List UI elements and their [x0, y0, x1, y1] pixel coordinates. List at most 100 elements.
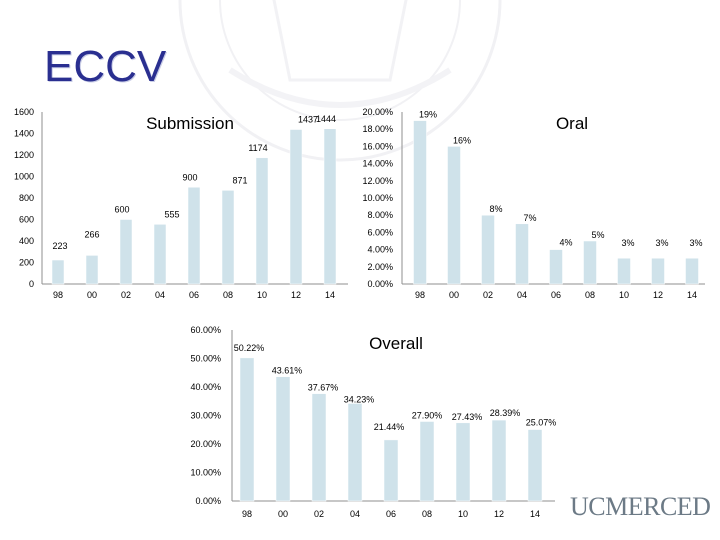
ucmerced-logo: UCMERCED — [570, 492, 711, 522]
oral-bar — [481, 214, 495, 285]
overall-bar — [275, 376, 291, 502]
overall-ytick-label: 40.00% — [190, 382, 221, 392]
oral-ytick-label: 8.00% — [367, 210, 393, 220]
overall-ytick-label: 10.00% — [190, 468, 221, 478]
oral-category-label: 14 — [687, 290, 697, 300]
overall-bar — [383, 439, 399, 502]
submission-value-label: 1437 — [298, 115, 318, 125]
overall-bar — [347, 403, 363, 502]
overall-category-label: 00 — [278, 509, 288, 519]
submission-bar — [119, 219, 133, 285]
oral-value-label: 5% — [591, 230, 604, 240]
slide-title: ECCV — [44, 42, 167, 91]
oral-bar — [651, 257, 665, 285]
submission-ytick-label: 0 — [29, 279, 34, 289]
overall-value-label: 37.67% — [308, 383, 339, 393]
oral-ytick-label: 18.00% — [362, 124, 393, 134]
overall-bar — [455, 422, 471, 502]
oral-category-label: 98 — [415, 290, 425, 300]
submission-category-label: 00 — [87, 290, 97, 300]
submission-value-label: 555 — [164, 209, 179, 219]
oral-category-label: 00 — [449, 290, 459, 300]
submission-ytick-label: 800 — [19, 193, 34, 203]
oral-bar — [515, 223, 529, 285]
submission-bar — [323, 128, 337, 285]
oral-value-label: 3% — [655, 238, 668, 248]
oral-value-label: 16% — [453, 135, 471, 145]
oral-value-label: 3% — [689, 238, 702, 248]
oral-category-label: 02 — [483, 290, 493, 300]
submission-ytick-label: 1400 — [14, 129, 34, 139]
submission-category-label: 14 — [325, 290, 335, 300]
overall-category-label: 10 — [458, 509, 468, 519]
submission-ytick-label: 200 — [19, 258, 34, 268]
submission-category-label: 08 — [223, 290, 233, 300]
submission-bar — [255, 157, 269, 285]
submission-bar — [153, 224, 167, 285]
overall-value-label: 50.22% — [234, 343, 265, 353]
overall-value-label: 34.23% — [344, 394, 375, 404]
oral-ytick-label: 14.00% — [362, 159, 393, 169]
oral-value-label: 4% — [559, 238, 572, 248]
oral-bar — [583, 240, 597, 285]
overall-value-label: 43.61% — [272, 366, 303, 376]
overall-category-label: 98 — [242, 509, 252, 519]
oral-bar — [549, 249, 563, 285]
overall-value-label: 27.90% — [412, 410, 443, 420]
submission-category-label: 10 — [257, 290, 267, 300]
submission-value-label: 900 — [182, 172, 197, 182]
submission-bar — [289, 129, 303, 285]
overall-category-label: 12 — [494, 509, 504, 519]
submission-ytick-label: 1000 — [14, 172, 34, 182]
oral-value-label: 19% — [419, 110, 437, 120]
oral-ytick-label: 20.00% — [362, 107, 393, 117]
seal-watermark — [178, 0, 502, 162]
submission-value-label: 871 — [232, 175, 247, 185]
oral-bar — [413, 120, 427, 285]
overall-chart-title: Overall — [369, 334, 423, 353]
oral-chart-title: Oral — [556, 114, 588, 133]
overall-ytick-label: 20.00% — [190, 439, 221, 449]
oral-ytick-label: 10.00% — [362, 193, 393, 203]
overall-value-label: 27.43% — [452, 412, 483, 422]
overall-ytick-label: 50.00% — [190, 354, 221, 364]
submission-value-label: 266 — [84, 229, 99, 239]
overall-value-label: 21.44% — [374, 422, 405, 432]
oral-bar — [447, 146, 461, 285]
overall-bar — [527, 429, 543, 502]
overall-bar — [419, 421, 435, 502]
oral-category-label: 12 — [653, 290, 663, 300]
oral-bar — [685, 257, 699, 285]
logo-text: UCMERCED — [570, 492, 711, 521]
overall-ytick-label: 30.00% — [190, 411, 221, 421]
oral-ytick-label: 2.00% — [367, 262, 393, 272]
overall-category-label: 04 — [350, 509, 360, 519]
oral-ytick-label: 6.00% — [367, 227, 393, 237]
overall-bar — [239, 357, 255, 502]
submission-value-label: 223 — [52, 241, 67, 251]
oral-value-label: 8% — [489, 204, 502, 214]
submission-bar — [187, 187, 201, 285]
submission-ytick-label: 400 — [19, 236, 34, 246]
oral-ytick-label: 4.00% — [367, 245, 393, 255]
submission-chart-title: Submission — [146, 114, 234, 133]
submission-ytick-label: 600 — [19, 215, 34, 225]
submission-category-label: 98 — [53, 290, 63, 300]
submission-value-label: 1174 — [248, 143, 267, 153]
oral-category-label: 04 — [517, 290, 527, 300]
overall-ytick-label: 0.00% — [195, 496, 221, 506]
overall-ytick-label: 60.00% — [190, 325, 221, 335]
overall-category-label: 08 — [422, 509, 432, 519]
submission-category-label: 04 — [155, 290, 165, 300]
submission-category-label: 12 — [291, 290, 301, 300]
overall-bar — [311, 393, 327, 502]
submission-bar — [85, 255, 99, 285]
oral-category-label: 06 — [551, 290, 561, 300]
oral-bar — [617, 257, 631, 285]
oral-value-label: 7% — [523, 213, 536, 223]
overall-value-label: 25.07% — [526, 418, 557, 428]
oral-ytick-label: 12.00% — [362, 176, 393, 186]
